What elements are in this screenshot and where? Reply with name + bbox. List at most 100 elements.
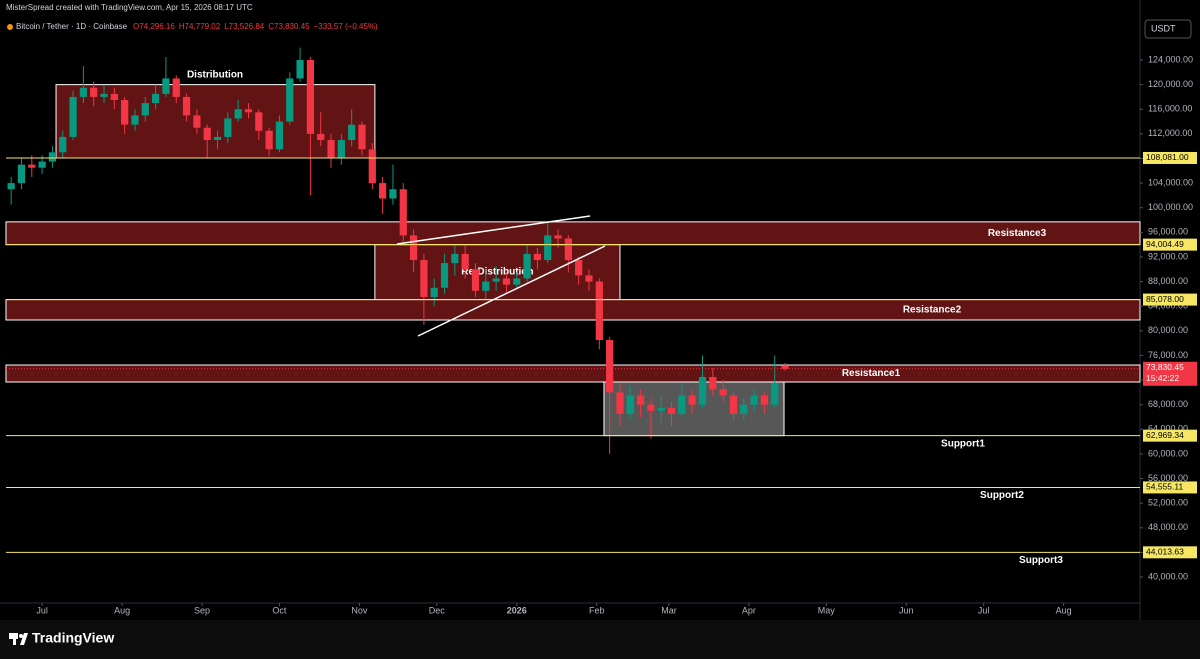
zone	[5, 364, 1141, 383]
zone-label: Re-Distribution	[461, 267, 533, 278]
last-price-bg	[1143, 361, 1197, 386]
candle-body	[729, 395, 738, 414]
trend-line	[396, 215, 591, 245]
candle-body	[482, 281, 490, 291]
candle-body	[678, 395, 686, 414]
zone-label: Resistance2	[903, 304, 962, 315]
level-label: 62,969.34	[1146, 430, 1184, 440]
candle-body	[461, 253, 469, 270]
x-tick-label: Mar	[661, 605, 677, 615]
candle-body	[409, 235, 418, 261]
zone-label: Distribution	[187, 69, 243, 80]
symbol-icon	[7, 24, 13, 30]
candle-body	[698, 376, 707, 405]
candle-body	[440, 263, 449, 288]
y-tick-label: 40,000.00	[1148, 571, 1188, 581]
ohlc-value: L73,526.84	[224, 22, 265, 31]
level-label: 108,081.00	[1146, 152, 1189, 162]
candle-body	[224, 118, 232, 137]
candle-body	[430, 287, 438, 297]
level-label-bg	[1143, 481, 1197, 494]
y-tick-label: 112,000.00	[1148, 128, 1192, 138]
level-label-bg	[1143, 238, 1197, 251]
x-tick-label: 2026	[507, 605, 527, 615]
y-tick-label: 68,000.00	[1148, 399, 1188, 409]
x-tick-label: Dec	[429, 605, 446, 615]
candle-body	[513, 278, 521, 285]
level-label-bg	[1143, 293, 1197, 306]
candle-body	[760, 395, 769, 405]
candle-body	[255, 112, 263, 131]
candle-body	[471, 269, 480, 291]
level-label: 44,013.63	[1146, 547, 1184, 557]
candle-body	[348, 124, 356, 141]
candle-body	[306, 60, 315, 134]
candle-body	[389, 189, 397, 199]
candle-body	[317, 133, 325, 141]
zone-label: Resistance3	[988, 228, 1047, 239]
y-tick-label: 76,000.00	[1148, 350, 1188, 360]
countdown: 15:42:22	[1146, 373, 1179, 383]
x-tick-label: Jul	[36, 605, 48, 615]
ohlc-value: C73,830.45	[268, 22, 310, 31]
candle-body	[575, 260, 583, 276]
candle-body	[533, 253, 542, 261]
level-label: 85,078.00	[1146, 294, 1184, 304]
candle-body	[492, 278, 500, 282]
currency[interactable]: USDT	[1151, 23, 1176, 33]
candle-body	[399, 189, 407, 236]
ohlc-value: −333.57 (−0.45%)	[314, 22, 378, 31]
y-tick-label: 64,000.00	[1148, 424, 1188, 434]
candle-body	[420, 260, 428, 297]
candle-body	[213, 136, 222, 141]
support-label: Support3	[1019, 555, 1063, 566]
symbol: Bitcoin / Tether · 1D · Coinbase	[16, 22, 128, 31]
candle-body	[203, 127, 211, 141]
candle-body	[585, 275, 593, 282]
y-tick-label: 100,000.00	[1148, 202, 1193, 212]
candle-body	[38, 161, 46, 168]
candle-body	[100, 93, 108, 97]
level-label-bg	[1143, 546, 1197, 559]
candle-body	[244, 109, 253, 113]
candle-body	[90, 87, 98, 97]
candle-body	[28, 164, 36, 168]
zone	[5, 221, 1141, 246]
candle-body	[131, 115, 139, 125]
support-label: Support2	[980, 490, 1024, 501]
support-label: Support1	[941, 438, 985, 449]
zone	[5, 299, 1141, 321]
candle-body	[327, 140, 335, 159]
y-tick-label: 104,000.00	[1148, 177, 1193, 187]
brand-logo	[9, 633, 28, 645]
candle-body	[121, 100, 129, 125]
candle-body	[337, 140, 345, 159]
candle-body	[172, 78, 180, 97]
y-tick-label: 124,000.00	[1148, 54, 1193, 64]
candle-body	[79, 87, 87, 97]
candle-body	[296, 60, 304, 79]
candle-body	[275, 121, 284, 150]
candle-body	[626, 395, 634, 414]
y-tick-label: 92,000.00	[1148, 251, 1188, 261]
y-tick-label: 88,000.00	[1148, 276, 1188, 286]
y-tick-label: 60,000.00	[1148, 448, 1188, 458]
candle-body	[781, 365, 789, 369]
candle-body	[688, 395, 696, 405]
watermark: MisterSpread created with TradingView.co…	[6, 3, 253, 12]
candle-body	[48, 152, 57, 162]
x-tick-label: Apr	[742, 605, 756, 615]
zone	[55, 84, 376, 159]
brand: TradingView	[32, 630, 114, 646]
currency-box[interactable]	[1144, 19, 1192, 39]
candle-body	[368, 149, 376, 184]
level-label-bg	[1143, 151, 1197, 164]
x-tick-label: Oct	[272, 605, 287, 615]
candle-body	[59, 136, 67, 153]
candle-body	[740, 404, 748, 414]
candle-body	[750, 395, 758, 405]
candle-body	[141, 103, 149, 116]
x-tick-label: Jun	[899, 605, 914, 615]
y-tick-label: 116,000.00	[1148, 104, 1192, 114]
